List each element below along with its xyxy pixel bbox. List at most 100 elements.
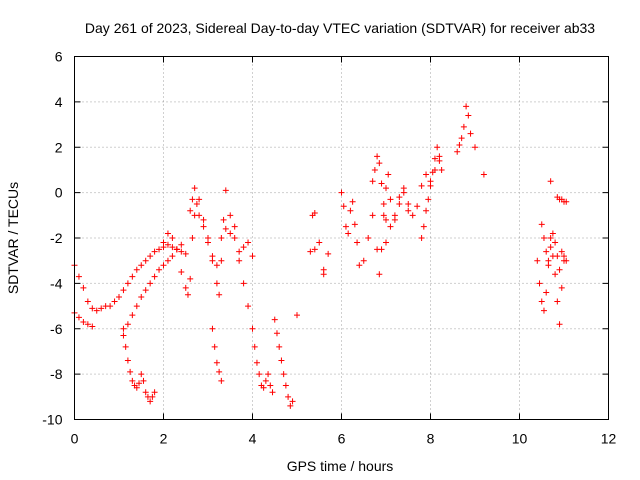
data-point	[354, 239, 361, 246]
series-track-8	[271, 312, 300, 409]
data-point	[538, 221, 545, 228]
data-point	[222, 187, 229, 194]
data-point	[122, 343, 129, 350]
data-point	[369, 178, 376, 185]
data-point	[563, 198, 570, 205]
data-point	[127, 368, 134, 375]
data-point	[311, 210, 318, 217]
data-point	[80, 284, 87, 291]
data-point	[547, 178, 554, 185]
data-point	[218, 257, 225, 264]
x-axis-label: GPS time / hours	[287, 458, 394, 474]
data-point	[543, 248, 550, 255]
data-point	[356, 262, 363, 269]
data-point	[556, 266, 563, 273]
data-point	[320, 271, 327, 278]
data-point	[75, 273, 82, 280]
data-point	[349, 198, 356, 205]
data-point	[178, 269, 185, 276]
data-point	[169, 253, 176, 260]
data-point	[540, 307, 547, 314]
data-point	[196, 212, 203, 219]
data-point	[316, 239, 323, 246]
data-point	[164, 241, 171, 248]
data-point	[294, 312, 300, 319]
data-point	[480, 171, 487, 178]
data-point	[124, 321, 131, 328]
x-tick-labels: 0 2 4 6 8 10 12	[71, 431, 617, 447]
data-point	[140, 377, 147, 384]
series-track-2	[120, 332, 158, 405]
data-point	[434, 144, 441, 151]
data-point	[160, 262, 167, 269]
y-tick-label: -2	[50, 230, 63, 246]
data-point	[307, 248, 314, 255]
data-point	[133, 266, 140, 273]
data-point	[253, 359, 260, 366]
data-point	[151, 248, 158, 255]
data-point	[240, 244, 247, 251]
data-point	[116, 293, 122, 300]
x-tick-label: 12	[601, 431, 617, 447]
data-point	[93, 307, 100, 314]
data-point	[236, 257, 243, 264]
data-point	[472, 144, 478, 151]
data-point	[325, 250, 332, 257]
data-point	[400, 185, 407, 192]
data-point	[178, 248, 185, 255]
y-tick-label: 2	[55, 139, 63, 155]
data-point	[84, 298, 91, 305]
series-track-9	[307, 210, 332, 278]
data-point	[267, 382, 274, 389]
data-point	[556, 321, 563, 328]
data-point	[245, 303, 252, 310]
data-point	[369, 212, 376, 219]
data-point	[182, 250, 189, 257]
data-point	[563, 257, 570, 264]
data-point	[98, 305, 105, 312]
data-point	[347, 207, 354, 214]
data-point	[458, 135, 465, 142]
data-point	[340, 203, 347, 210]
data-point	[552, 239, 559, 246]
series-track-6	[209, 325, 225, 384]
data-point	[236, 248, 243, 255]
data-point	[536, 280, 543, 287]
data-point	[287, 402, 294, 409]
data-point	[89, 323, 96, 330]
data-point	[129, 377, 136, 384]
data-point	[136, 380, 143, 387]
y-tick-label: 6	[55, 49, 63, 65]
data-point	[138, 371, 145, 378]
data-point	[538, 298, 545, 305]
data-point	[124, 357, 131, 364]
data-point	[561, 253, 567, 260]
x-tick-label: 10	[512, 431, 528, 447]
data-point	[216, 368, 223, 375]
data-point	[231, 235, 238, 241]
data-point	[187, 207, 194, 214]
data-point	[151, 273, 158, 280]
data-point	[360, 257, 367, 264]
data-point	[351, 221, 358, 228]
data-point	[423, 207, 430, 214]
x-tick-label: 0	[71, 431, 79, 447]
data-point	[387, 196, 394, 203]
data-point	[147, 280, 154, 287]
series-track-12	[369, 153, 389, 223]
data-point	[151, 389, 158, 396]
data-point	[142, 389, 149, 396]
data-point	[285, 393, 292, 400]
data-points	[71, 103, 570, 409]
data-point	[391, 212, 398, 219]
data-point	[558, 248, 565, 255]
data-point	[271, 316, 278, 323]
y-tick-labels: -10 -8 -6 -4 -2 0 2 4 6	[42, 49, 62, 428]
y-tick-label: -4	[50, 275, 63, 291]
data-point	[425, 196, 432, 203]
data-point	[211, 343, 218, 350]
data-point	[231, 223, 238, 230]
data-point	[311, 246, 318, 253]
data-point	[124, 280, 131, 287]
data-point	[200, 216, 207, 223]
